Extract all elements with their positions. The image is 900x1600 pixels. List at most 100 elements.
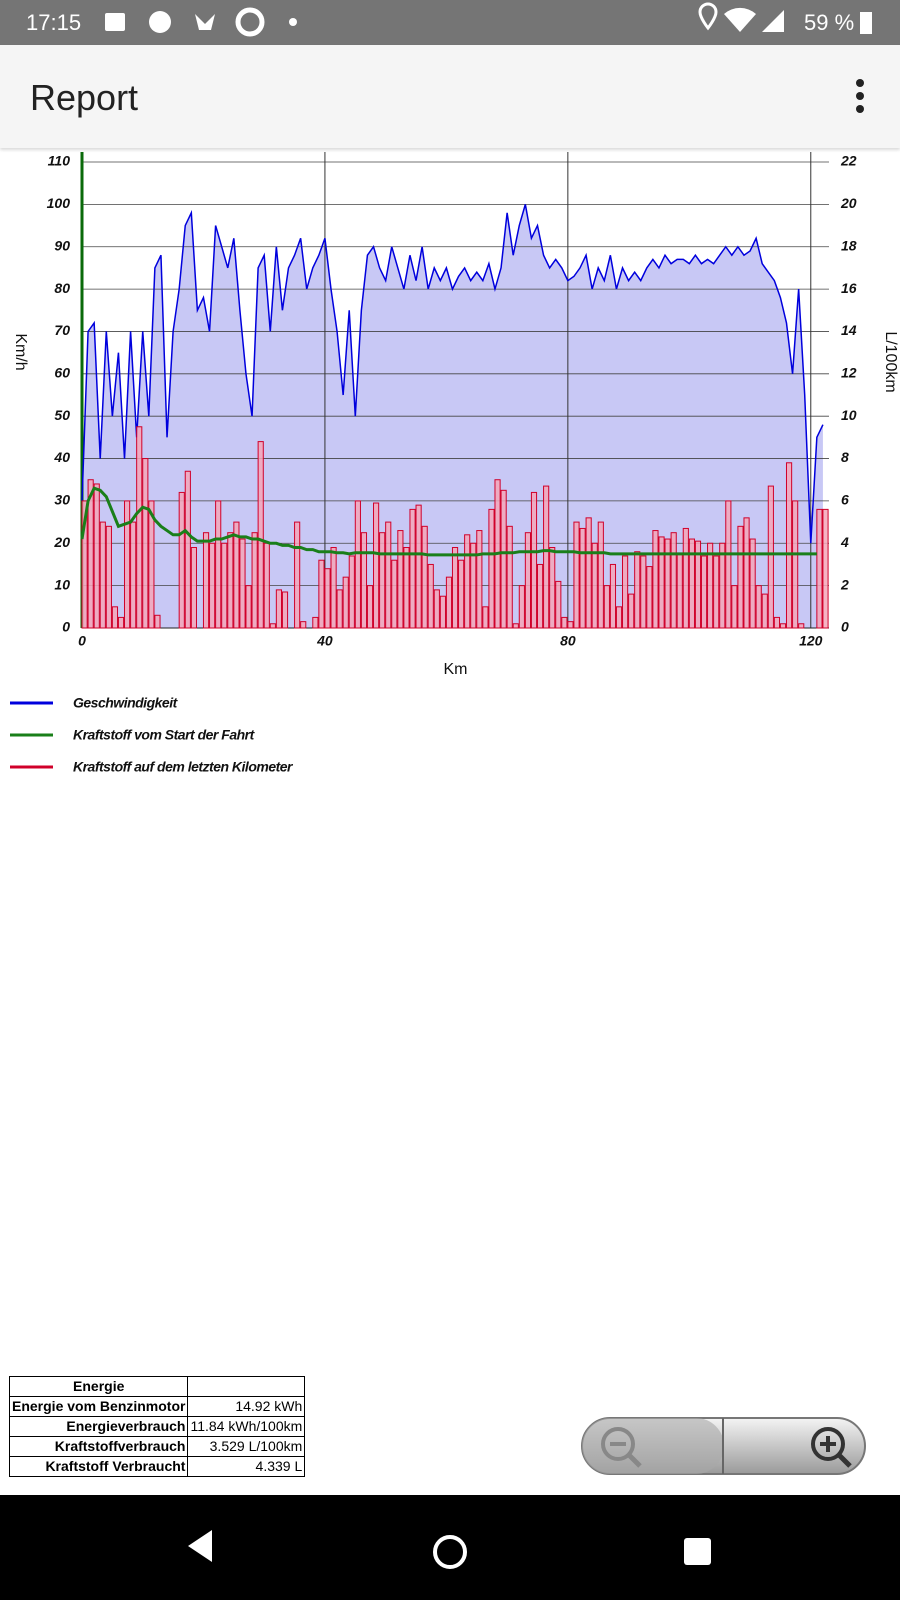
x-tick-label: 120: [799, 633, 823, 649]
y2-tick-label: 18: [841, 237, 857, 253]
legend-label: Geschwindigkeit: [73, 695, 179, 711]
y2-tick-label: 16: [841, 280, 857, 296]
bar: [360, 532, 368, 629]
recents-button[interactable]: [684, 1538, 711, 1565]
bar: [543, 485, 550, 629]
navigation-bar: [0, 1495, 900, 1600]
bar: [609, 563, 617, 629]
status-time: 17:15: [26, 10, 82, 35]
bar: [579, 527, 586, 629]
bar: [785, 462, 793, 629]
bar: [239, 538, 246, 629]
bar: [105, 525, 112, 629]
bar: [561, 616, 568, 629]
bar: [719, 542, 726, 629]
table-row: Kraftstoff Verbraucht 4.339 L: [8, 1456, 306, 1477]
bar: [81, 500, 88, 629]
y-tick-label: 40: [53, 449, 70, 465]
bar: [451, 547, 459, 629]
bar: [184, 470, 191, 629]
home-button[interactable]: [433, 1535, 467, 1569]
y2-tick-label: 8: [841, 449, 849, 465]
bar: [549, 547, 556, 629]
bar: [798, 623, 805, 629]
status-battery: 59 %: [804, 10, 855, 35]
x-tick-label: 40: [316, 633, 333, 649]
bar: [458, 559, 465, 629]
bar: [221, 542, 228, 629]
bar: [415, 504, 422, 629]
bar: [464, 534, 471, 629]
bar: [603, 585, 610, 629]
bar: [536, 563, 544, 629]
app-title: Report: [30, 77, 139, 118]
bar: [117, 616, 125, 629]
bar: [397, 530, 404, 629]
y2-tick-label: 22: [840, 153, 857, 169]
y2-tick-label: 0: [841, 619, 849, 635]
bar: [761, 593, 768, 629]
table-row: Energie: [8, 1376, 306, 1397]
bar: [348, 555, 355, 629]
bar: [779, 623, 787, 629]
bar: [524, 532, 532, 629]
bar: [652, 530, 659, 629]
legend-label: Kraftstoff auf dem letzten Kilometer: [73, 759, 294, 775]
menu-button[interactable]: [850, 77, 870, 117]
bar: [694, 540, 702, 629]
bar: [470, 542, 477, 629]
row-label: Energieverbrauch: [8, 1416, 189, 1437]
bar: [615, 606, 623, 629]
zoom-control: [581, 1417, 866, 1475]
bar: [512, 623, 519, 629]
bar: [178, 491, 185, 629]
bar: [403, 547, 410, 629]
bar: [233, 521, 240, 629]
bar: [124, 500, 131, 629]
bar: [336, 589, 343, 629]
x-tick-label: 0: [78, 633, 86, 649]
bar: [476, 530, 483, 629]
y-tick-label: 20: [53, 534, 70, 550]
status-indicators: [698, 2, 784, 33]
bar: [379, 532, 386, 629]
bar: [482, 606, 489, 629]
bar: [767, 485, 774, 629]
bar: [792, 500, 799, 629]
bar: [628, 593, 635, 629]
bar: [743, 517, 750, 629]
x-axis-label: Km: [444, 661, 468, 678]
table-row: Energie vom Benzinmotor 14.92 kWh: [8, 1396, 306, 1417]
bar: [664, 538, 671, 629]
bar: [130, 521, 137, 629]
bar: [688, 538, 695, 629]
bar: [275, 589, 283, 629]
bar: [439, 595, 446, 629]
row-label: Energie vom Benzinmotor: [8, 1396, 189, 1417]
table-cell: [187, 1376, 306, 1397]
bar: [573, 521, 580, 629]
table-row: Kraftstoffverbrauch 3.529 L/100km: [8, 1436, 306, 1457]
bar: [445, 576, 453, 629]
bar: [713, 555, 720, 629]
bar: [622, 555, 629, 629]
bar: [111, 606, 119, 629]
y-tick-label: 10: [54, 576, 70, 592]
back-button[interactable]: [188, 1530, 212, 1562]
nav-buttons: [188, 1530, 711, 1569]
zoom-in[interactable]: [811, 1427, 852, 1468]
y2-tick-label: 20: [840, 195, 857, 211]
bar: [822, 508, 829, 629]
bar: [136, 426, 143, 629]
row-label: Kraftstoffverbrauch: [8, 1436, 189, 1457]
bar: [597, 521, 604, 629]
bar: [215, 500, 222, 629]
y-tick-label: 0: [62, 619, 70, 635]
y-tick-label: 30: [54, 492, 70, 508]
bar: [700, 555, 708, 629]
y-tick-label: 100: [47, 195, 71, 211]
bar: [773, 616, 781, 629]
bar: [658, 536, 665, 629]
line: [81, 204, 824, 544]
